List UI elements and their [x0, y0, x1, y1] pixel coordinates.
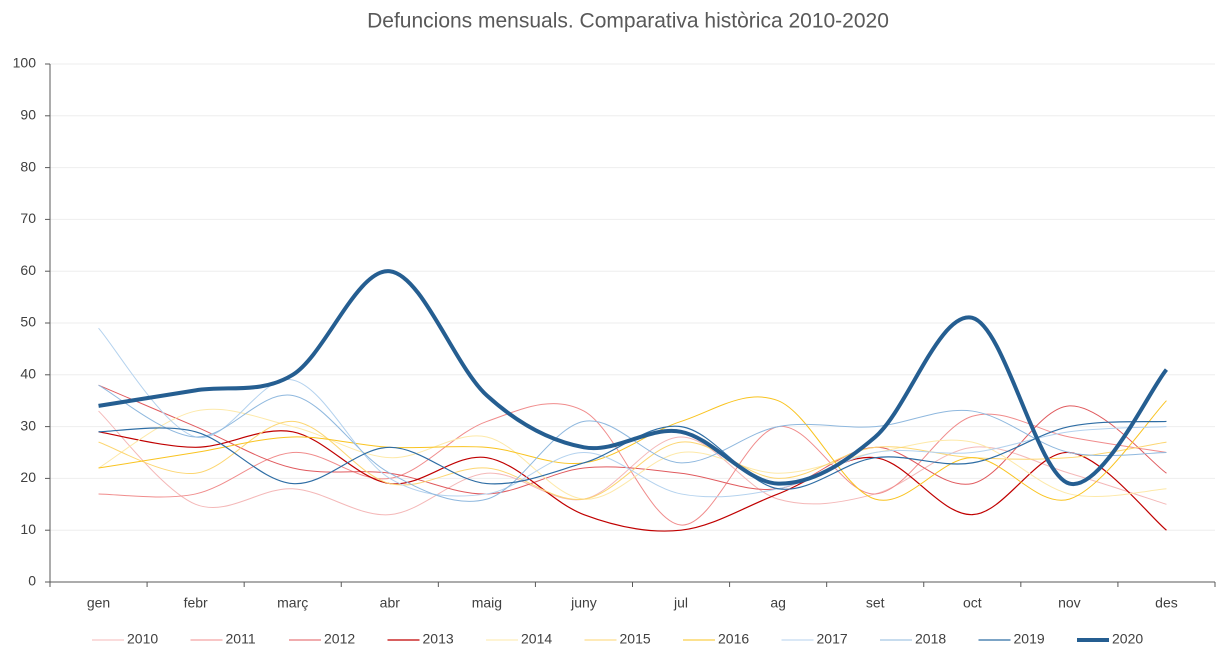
- legend-label: 2010: [127, 631, 158, 647]
- y-tick-label: 50: [20, 314, 36, 330]
- series-line: [98, 396, 1167, 501]
- x-tick-label: nov: [1058, 595, 1081, 611]
- x-tick-label: març: [277, 595, 308, 611]
- chart-title: Defuncions mensuals. Comparativa històri…: [367, 10, 889, 33]
- x-tick-label: set: [866, 595, 885, 611]
- y-tick-label: 20: [20, 469, 36, 485]
- legend-label: 2012: [324, 631, 355, 647]
- series-line: [98, 269, 1169, 486]
- x-tick-label: febr: [184, 595, 208, 611]
- y-tick-label: 10: [20, 521, 36, 537]
- y-tick-label: 30: [20, 417, 36, 433]
- y-tick-label: 70: [20, 210, 36, 226]
- legend-label: 2018: [915, 631, 946, 647]
- series-line: [98, 327, 1167, 498]
- x-tick-label: gen: [87, 595, 110, 611]
- y-tick-label: 40: [20, 366, 36, 382]
- legend-label: 2017: [817, 631, 848, 647]
- legend-label: 2016: [718, 631, 749, 647]
- y-tick-label: 60: [20, 262, 36, 278]
- x-tick-label: jul: [673, 595, 688, 611]
- series-line: [98, 403, 1167, 526]
- x-tick-label: abr: [380, 595, 401, 611]
- series-line: [98, 408, 1167, 500]
- legend-label: 2019: [1014, 631, 1045, 647]
- legend-label: 2011: [226, 631, 256, 647]
- series-line: [98, 430, 1167, 532]
- series-line: [98, 420, 1167, 490]
- y-tick-label: 0: [28, 573, 36, 589]
- x-tick-label: juny: [570, 595, 597, 611]
- x-tick-label: des: [1155, 595, 1178, 611]
- x-tick-label: oct: [963, 595, 982, 611]
- series-line: [98, 384, 1167, 502]
- legend-label: 2013: [423, 631, 454, 647]
- y-tick-label: 90: [20, 107, 36, 123]
- series-line: [98, 384, 1167, 495]
- x-tick-label: maig: [472, 595, 502, 611]
- x-tick-label: ag: [770, 595, 786, 611]
- y-tick-label: 100: [13, 55, 37, 71]
- legend-label: 2015: [620, 631, 651, 647]
- series-line: [98, 410, 1167, 516]
- legend-label: 2020: [1112, 631, 1143, 647]
- legend-label: 2014: [521, 631, 552, 647]
- y-tick-label: 80: [20, 158, 36, 174]
